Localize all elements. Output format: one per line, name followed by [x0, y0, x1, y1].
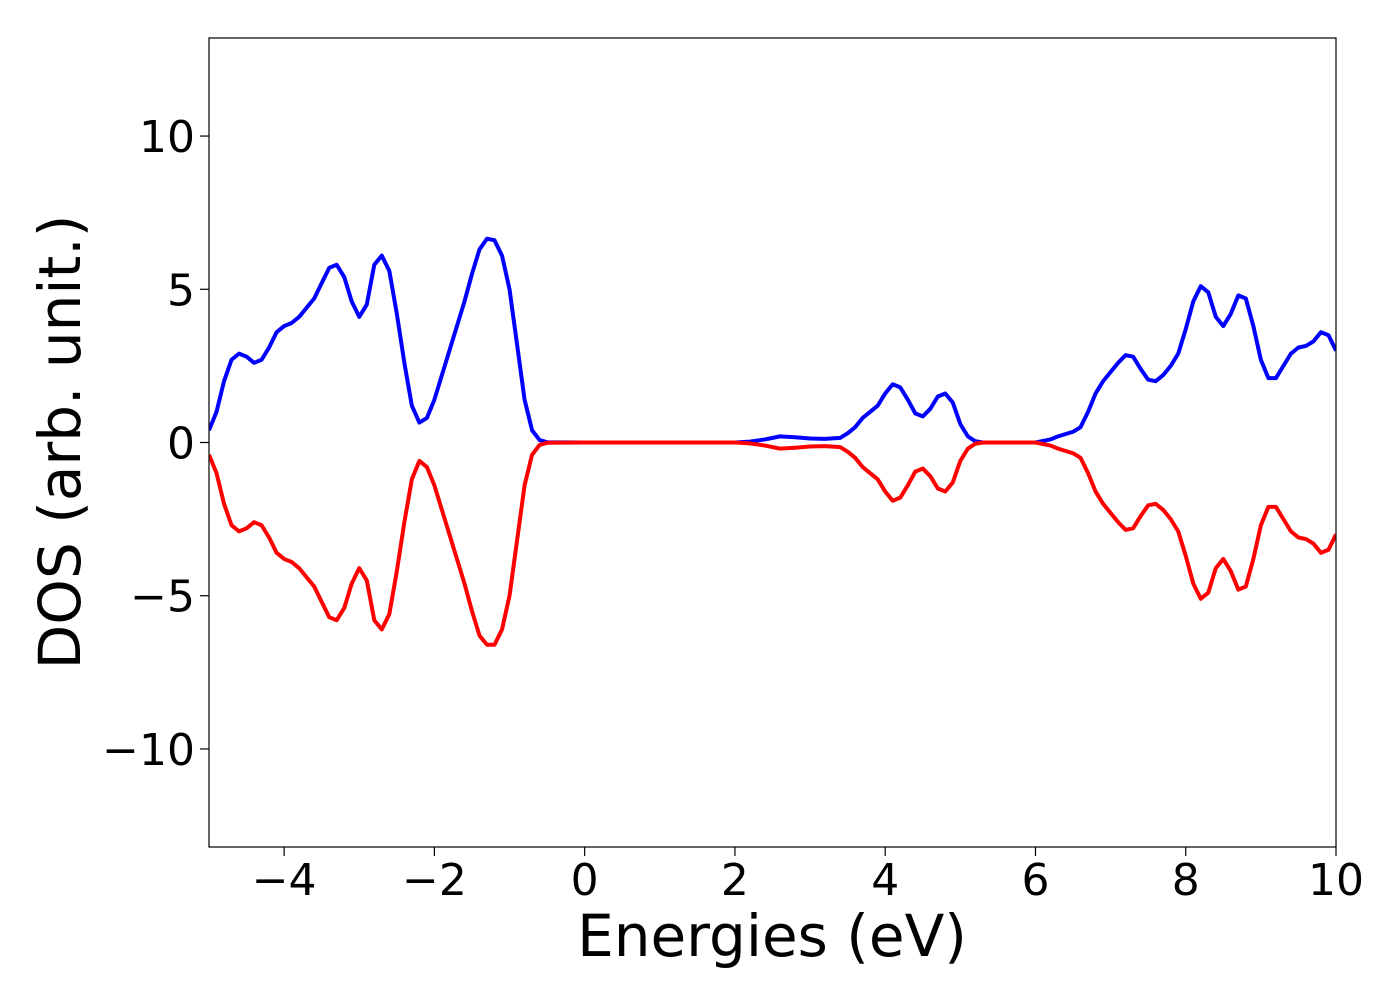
- x-axis-label: Energies (eV): [577, 902, 967, 970]
- line: [209, 440, 1336, 647]
- y-tick-label: 5: [167, 265, 195, 316]
- y-tick-label: 0: [167, 419, 195, 470]
- x-tick-label: −2: [402, 855, 467, 906]
- x-tick-label: 2: [721, 855, 749, 906]
- y-tick-label: −5: [130, 572, 195, 623]
- y-tick-label: −10: [102, 725, 195, 776]
- x-tick-label: 8: [1172, 855, 1200, 906]
- x-tick-label: 10: [1308, 855, 1364, 906]
- plot-frame: [208, 37, 1337, 848]
- x-tick-label: 0: [571, 855, 599, 906]
- x-tick-label: 4: [871, 855, 899, 906]
- x-tick-label: 6: [1021, 855, 1049, 906]
- y-axis-label: DOS (arb. unit.): [26, 215, 94, 670]
- x-tick-label: −4: [252, 855, 317, 906]
- y-tick-label: 10: [139, 112, 195, 163]
- line: [209, 236, 1336, 445]
